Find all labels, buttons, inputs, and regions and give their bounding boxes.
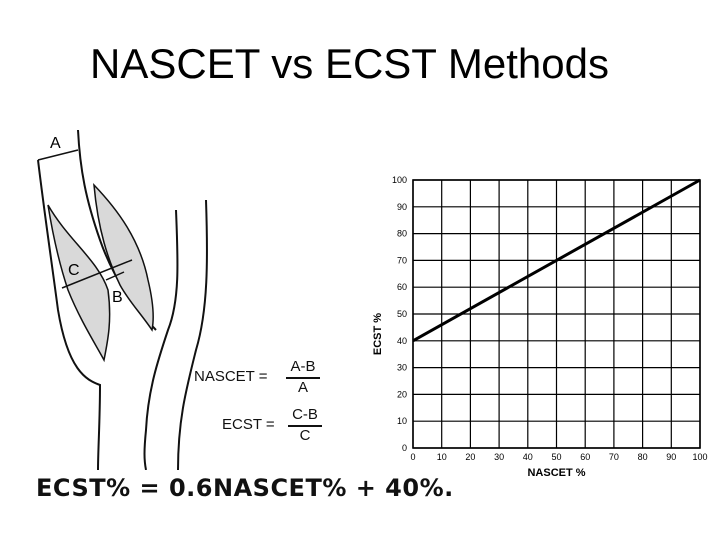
ecst-formula-lhs: ECST = [222, 416, 275, 433]
dimension-c-line [61, 259, 133, 289]
x-tick-label: 0 [410, 452, 415, 462]
x-tick-label: 90 [666, 452, 676, 462]
nascet-formula: NASCET = A-B A [194, 358, 344, 398]
x-axis-label: NASCET % [527, 467, 585, 479]
ecst-formula-denominator: C [299, 427, 311, 444]
label-b: B [112, 289, 123, 306]
y-tick-label: 30 [397, 363, 407, 373]
plaque-right [93, 182, 154, 332]
carotid-diagram: A C B [37, 130, 208, 470]
x-tick-label: 30 [494, 452, 504, 462]
y-tick-label: 80 [397, 229, 407, 239]
y-axis-label: ECST % [372, 313, 384, 355]
dimension-b-line [105, 271, 125, 281]
nascet-formula-lhs: NASCET = [194, 368, 268, 385]
label-c: C [68, 262, 80, 279]
y-tick-label: 60 [397, 282, 407, 292]
y-tick-label: 20 [397, 389, 407, 399]
nascet-fraction-bar [286, 377, 320, 379]
slide-title: NASCET vs ECST Methods [90, 40, 609, 87]
dimension-a-line [37, 149, 79, 161]
y-tick-label: 40 [397, 336, 407, 346]
plot-frame [412, 179, 701, 449]
eca-left-wall [143, 209, 179, 470]
nascet-formula-numerator: A-B [290, 358, 316, 375]
x-tick-label: 10 [437, 452, 447, 462]
eca-right-wall [177, 199, 208, 470]
plaque-left [47, 204, 111, 363]
ecst-formula-numerator: C-B [292, 406, 318, 423]
y-tick-label: 50 [397, 309, 407, 319]
y-tick-label: 0 [402, 443, 407, 453]
x-tick-label: 70 [609, 452, 619, 462]
x-tick-label: 100 [692, 452, 707, 462]
y-tick-label: 90 [397, 202, 407, 212]
x-tick-label: 50 [551, 452, 561, 462]
conversion-equation: ECST% = 0.6NASCET% + 40%. [36, 474, 454, 502]
chart-ticks: 0 10 20 30 40 50 60 70 80 90 100 0 10 20 30 40 50 60 70 80 9… [392, 175, 708, 462]
x-tick-label: 40 [523, 452, 533, 462]
y-tick-label: 100 [392, 175, 407, 185]
chart-grid [412, 179, 701, 449]
ica-left-wall [37, 159, 102, 470]
x-tick-label: 80 [638, 452, 648, 462]
y-tick-label: 70 [397, 255, 407, 265]
label-a: A [50, 135, 61, 152]
ecst-formula: ECST = C-B C [222, 406, 352, 446]
ecst-fraction-bar [288, 425, 322, 427]
series-line [412, 178, 701, 343]
x-tick-label: 20 [465, 452, 475, 462]
nascet-formula-denominator: A [297, 379, 308, 396]
y-tick-label: 10 [397, 416, 407, 426]
x-tick-label: 60 [580, 452, 590, 462]
chart-series [412, 178, 701, 343]
